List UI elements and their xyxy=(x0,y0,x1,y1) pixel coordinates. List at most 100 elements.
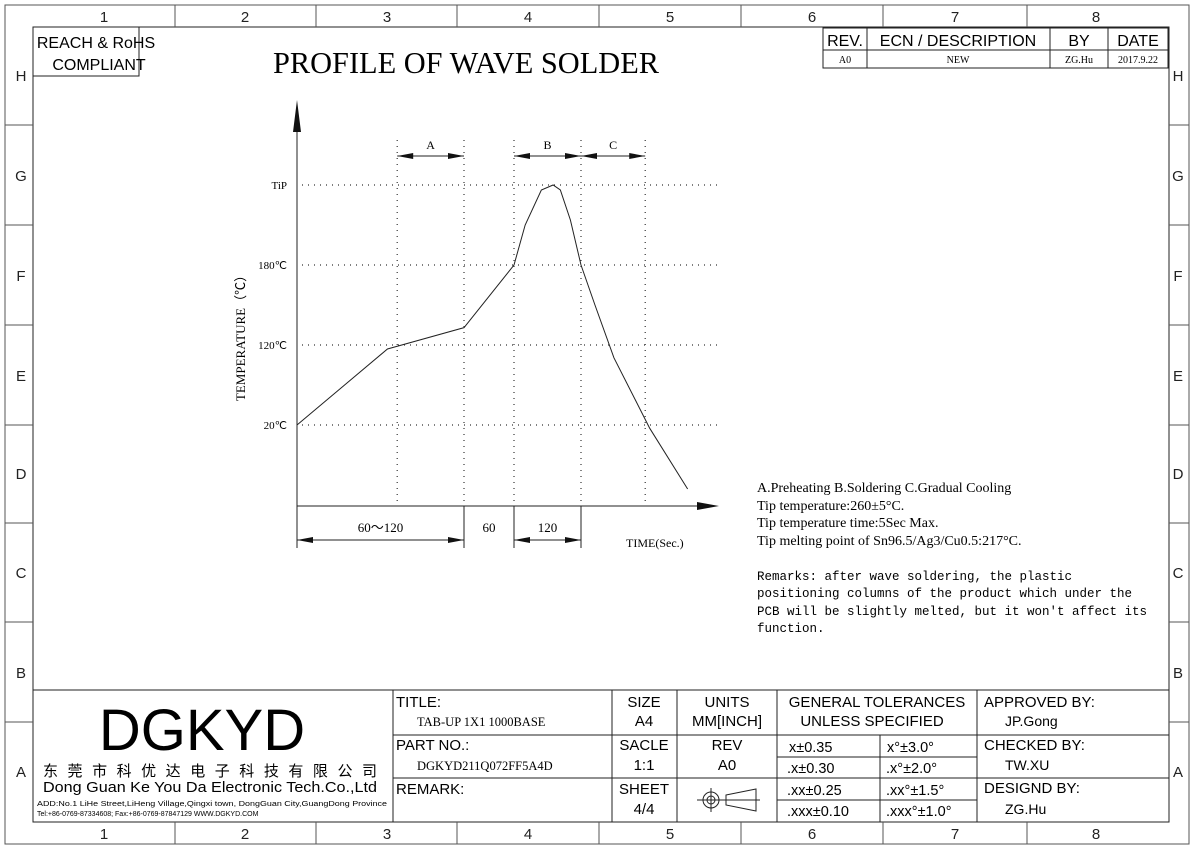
row-label: B xyxy=(16,665,26,682)
note-line: Tip melting point of Sn96.5/Ag3/Cu0.5:21… xyxy=(757,534,1022,549)
row-label: H xyxy=(1173,68,1184,85)
time-dimension-arrow xyxy=(514,537,530,543)
time-segment-label: 60 xyxy=(483,520,496,535)
rev-header: REV. xyxy=(827,33,863,50)
col-label: 1 xyxy=(100,9,108,26)
title-value: TAB-UP 1X1 1000BASE xyxy=(417,715,546,729)
remark-line: function. xyxy=(757,622,825,636)
col-label: 1 xyxy=(100,826,108,843)
tolerance-angular: .xx°±1.5° xyxy=(886,783,944,799)
row-label: A xyxy=(1173,764,1183,781)
col-label: 3 xyxy=(383,826,391,843)
phase-label: C xyxy=(609,138,617,152)
rev-value: A0 xyxy=(718,757,736,774)
row-label: C xyxy=(1173,565,1184,582)
units-label: UNITS xyxy=(705,694,750,711)
wave-solder-profile-chart: TEMPERATURE（℃） TIME(Sec.) 20℃ 120℃ 180℃ TiP… xyxy=(233,100,719,550)
scale-value: 1:1 xyxy=(634,757,655,774)
sheet-value: 4/4 xyxy=(634,801,655,818)
title-label: TITLE: xyxy=(396,694,441,711)
remark-line: positioning columns of the product which… xyxy=(757,587,1132,601)
tolerance-linear: .xxx±0.10 xyxy=(787,804,849,820)
rev-label: REV xyxy=(712,737,743,754)
col-label: 2 xyxy=(241,826,249,843)
col-label: 8 xyxy=(1092,9,1100,26)
note-line: A.Preheating B.Soldering C.Gradual Cooli… xyxy=(757,481,1011,496)
tolerance-angular: x°±3.0° xyxy=(887,740,934,756)
scale-label: SACLE xyxy=(619,737,668,754)
row-label: F xyxy=(16,268,25,285)
y-axis-arrow xyxy=(293,100,301,132)
company-name-cn: 东 莞 市 科 优 达 电 子 科 技 有 限 公 司 xyxy=(43,763,377,780)
col-label: 2 xyxy=(241,9,249,26)
col-label: 3 xyxy=(383,9,391,26)
y-tick-label: 180℃ xyxy=(258,260,287,272)
time-dimension-arrow xyxy=(297,537,313,543)
col-label: 5 xyxy=(666,826,674,843)
phase-label: B xyxy=(543,138,551,152)
remark-line: Remarks: after wave soldering, the plast… xyxy=(757,570,1072,584)
tolerance-linear: .xx±0.25 xyxy=(787,783,842,799)
compliance-box xyxy=(32,26,140,77)
y-tick-label: 120℃ xyxy=(258,340,287,352)
frame-ticks xyxy=(5,5,1189,844)
row-label: G xyxy=(1172,168,1184,185)
company-contact: Tel:+86-0769-87334608; Fax:+86-0769-8784… xyxy=(37,811,259,818)
units-value: MM[INCH] xyxy=(692,713,762,730)
phase-dimension-arrow xyxy=(581,153,597,159)
time-segment-label: 60～120 xyxy=(358,520,404,535)
date-cell: 2017.9.22 xyxy=(1118,55,1158,66)
y-tick-label: 20℃ xyxy=(264,420,287,432)
col-label: 5 xyxy=(666,9,674,26)
approved-label: APPROVED BY: xyxy=(984,694,1095,711)
phase-label: A xyxy=(426,138,435,152)
remark-line: PCB will be slightly melted, but it won'… xyxy=(757,605,1147,619)
phase-dimension-arrow xyxy=(514,153,530,159)
third-angle-projection-icon xyxy=(697,788,760,812)
ecn-header: ECN / DESCRIPTION xyxy=(880,33,1036,50)
part-no-label: PART NO.: xyxy=(396,737,469,754)
x-axis-title: TIME(Sec.) xyxy=(626,536,684,550)
y-axis-title: TEMPERATURE（℃） xyxy=(233,269,248,401)
col-label: 4 xyxy=(524,826,532,843)
phase-dimension-arrow xyxy=(397,153,414,159)
tolerance-linear: x±0.35 xyxy=(789,740,832,756)
checked-value: TW.XU xyxy=(1005,757,1049,773)
approved-value: JP.Gong xyxy=(1005,713,1058,729)
col-label: 6 xyxy=(808,9,816,26)
compliance-line1: REACH & RoHS xyxy=(37,35,155,52)
row-label: D xyxy=(16,466,27,483)
row-label: F xyxy=(1173,268,1182,285)
tolerance-angular: .x°±2.0° xyxy=(886,761,937,777)
designed-value: ZG.Hu xyxy=(1005,801,1046,817)
temperature-curve xyxy=(296,184,689,490)
ecn-cell: NEW xyxy=(947,55,970,66)
time-dimension-arrow xyxy=(565,537,581,543)
row-label: E xyxy=(1173,368,1183,385)
checked-label: CHECKED BY: xyxy=(984,737,1085,754)
row-label: E xyxy=(16,368,26,385)
col-label: 7 xyxy=(951,826,959,843)
col-label: 8 xyxy=(1092,826,1100,843)
title-block: DGKYD 东 莞 市 科 优 达 电 子 科 技 有 限 公 司 Dong G… xyxy=(33,689,1169,822)
remark-label: REMARK: xyxy=(396,781,464,798)
designed-label: DESIGND BY: xyxy=(984,780,1080,797)
zone-labels: 1 2 3 4 5 6 7 8 1 2 3 4 5 6 7 8 H G F E … xyxy=(15,9,1184,843)
col-label: 7 xyxy=(951,9,959,26)
by-cell: ZG.Hu xyxy=(1065,55,1093,66)
size-value: A4 xyxy=(635,713,653,730)
col-label: 4 xyxy=(524,9,532,26)
remarks: Remarks: after wave soldering, the plast… xyxy=(757,570,1147,636)
tolerances-heading: GENERAL TOLERANCES xyxy=(789,694,965,711)
time-dimension-arrow xyxy=(448,537,464,543)
tolerance-linear: .x±0.30 xyxy=(787,761,834,777)
rev-cell: A0 xyxy=(839,55,851,66)
company-logo: DGKYD xyxy=(99,698,305,763)
row-label: H xyxy=(16,68,27,85)
phase-dimension-arrow xyxy=(565,153,581,159)
y-tick-label: TiP xyxy=(271,180,287,192)
row-label: D xyxy=(1173,466,1184,483)
row-label: A xyxy=(16,764,26,781)
tolerance-angular: .xxx°±1.0° xyxy=(886,804,952,820)
